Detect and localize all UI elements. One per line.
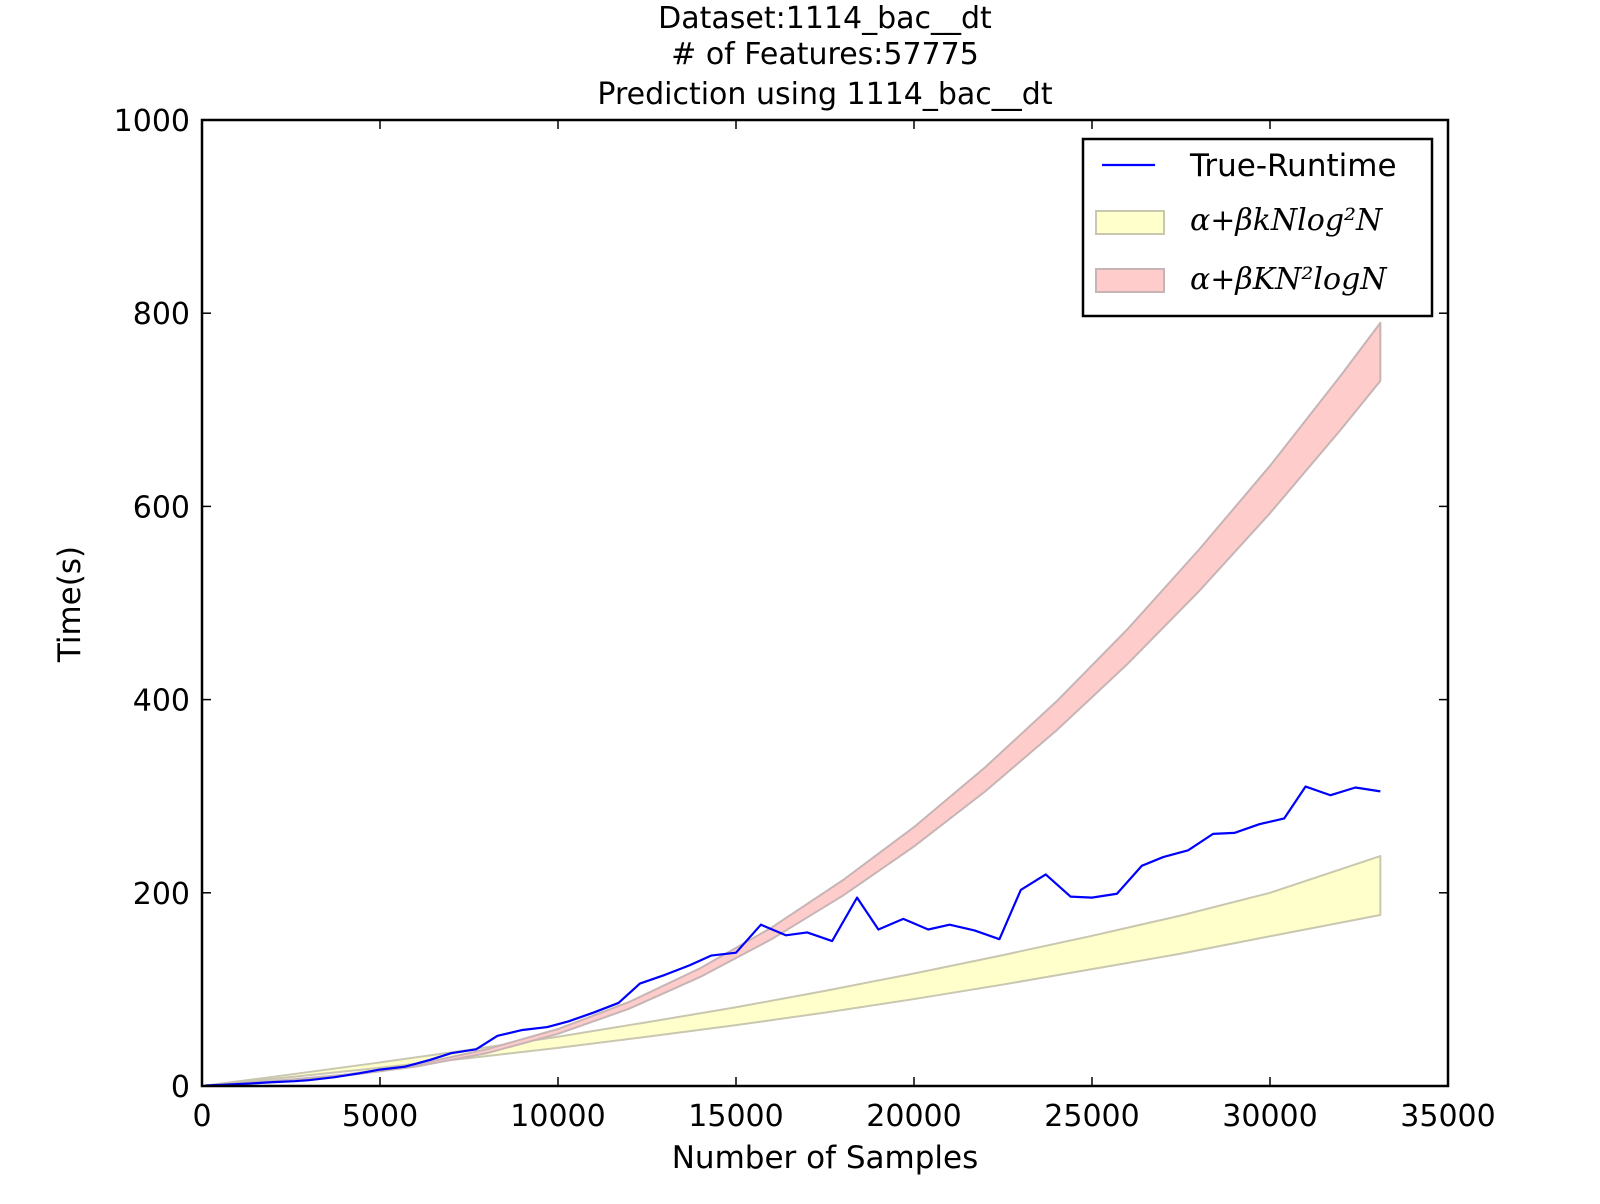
bands-layer: [203, 321, 1382, 1085]
legend-label-n2logn: α+βKN²logN: [1190, 262, 1388, 297]
y-tick-label: 200: [133, 877, 190, 912]
y-tick-label: 400: [133, 684, 190, 719]
legend-swatch-n2logn: [1095, 268, 1165, 293]
x-tick-label: 5000: [342, 1099, 418, 1134]
x-tick-label: 35000: [1400, 1099, 1495, 1134]
y-tick-label: 0: [171, 1070, 190, 1105]
legend: True-Runtime α+βkNlog²N α+βKN²logN: [1081, 137, 1434, 318]
x-axis-label: Number of Samples: [672, 1140, 979, 1176]
chart-title-line-1: Dataset:1114_bac__dt: [658, 1, 992, 36]
ticks-layer: 0 5000 10000 15000 20000 25000 30000 35000 0 200 4…: [114, 104, 1496, 1134]
series-line-true-runtime: [205, 785, 1381, 1085]
plot-frame: [200, 118, 1450, 1088]
y-axis-label: Time(s): [52, 546, 88, 663]
x-tick-label: 25000: [1044, 1099, 1139, 1134]
y-tick-label: 800: [133, 297, 190, 332]
x-tick-label: 20000: [866, 1099, 961, 1134]
chart-title-line-3: Prediction using 1114_bac__dt: [597, 77, 1052, 112]
x-tick-label: 15000: [688, 1099, 783, 1134]
x-tick-label: 30000: [1222, 1099, 1317, 1134]
series-band-n2logn: [203, 321, 1382, 1085]
x-tick-label: 10000: [510, 1099, 605, 1134]
lines-layer: [205, 785, 1381, 1085]
y-tick-label: 1000: [114, 104, 190, 139]
x-tick-label: 0: [192, 1099, 211, 1134]
chart-title-line-2: # of Features:57775: [671, 37, 979, 72]
y-tick-label: 600: [133, 490, 190, 525]
legend-label-nlog2n: α+βkNlog²N: [1190, 203, 1384, 238]
legend-label-true-runtime: True-Runtime: [1189, 148, 1397, 184]
series-band-nlog2n: [203, 855, 1382, 1085]
legend-swatch-nlog2n: [1095, 210, 1165, 235]
